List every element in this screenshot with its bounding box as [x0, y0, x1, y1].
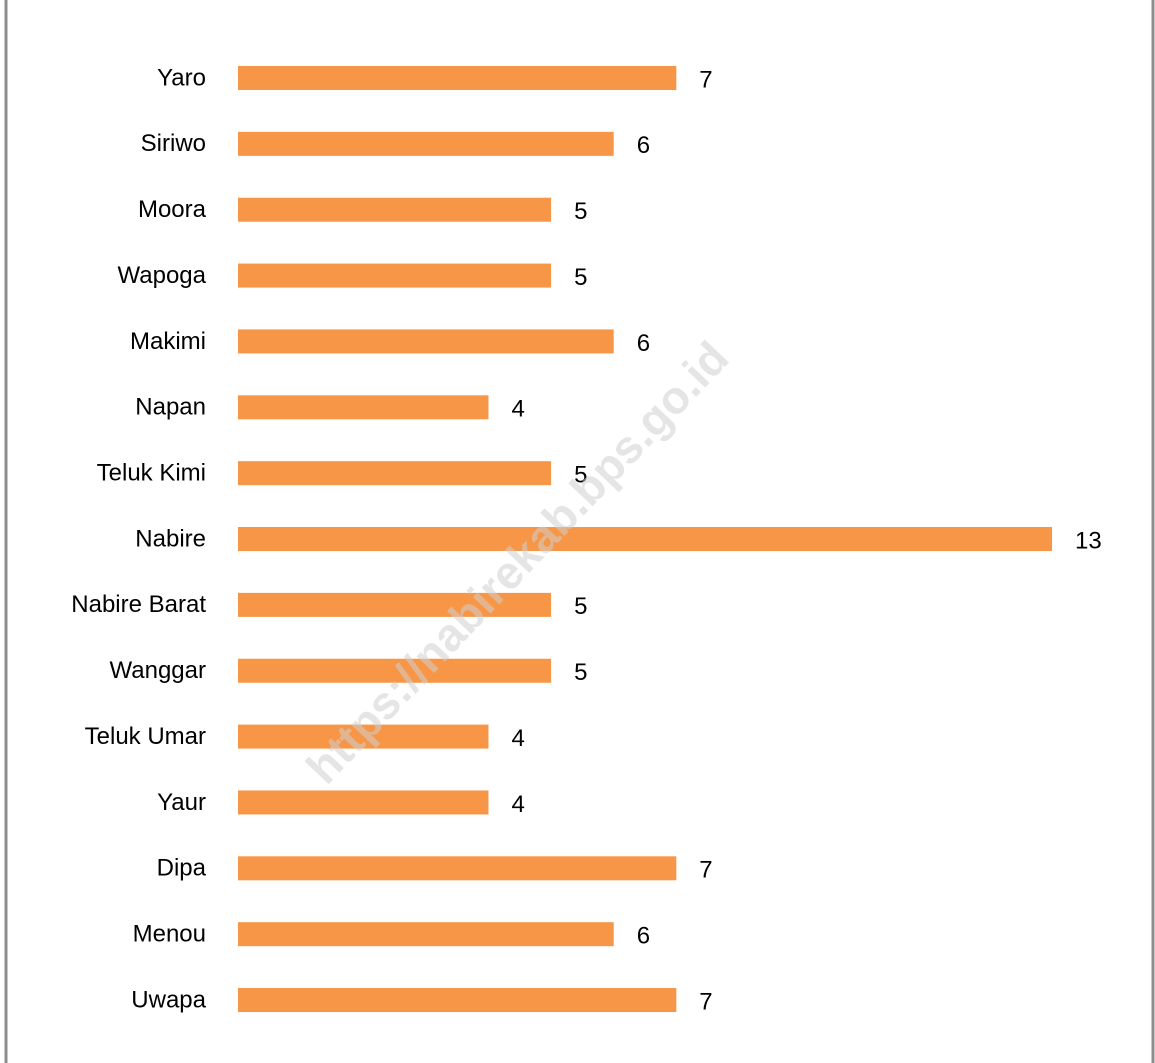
data-label: 7 [699, 66, 712, 93]
y-tick-label: Uwapa [131, 986, 206, 1013]
chart-frame [4, 0, 1155, 1063]
y-tick-label: Wapoga [118, 262, 207, 289]
y-tick-label: Nabire [135, 525, 206, 552]
bar [238, 66, 677, 90]
data-label: 7 [699, 988, 712, 1015]
y-tick-label: Teluk Kimi [97, 460, 206, 487]
bar [238, 197, 552, 222]
y-tick-label: Menou [133, 921, 206, 948]
bar [238, 395, 489, 420]
data-label: 4 [511, 725, 524, 752]
bar [238, 790, 489, 815]
y-tick-label: Nabire Barat [71, 591, 206, 618]
data-label: 13 [1075, 527, 1102, 554]
y-tick-label: Napan [135, 394, 206, 421]
bar [238, 658, 552, 683]
y-tick-label: Teluk Umar [85, 723, 206, 750]
data-label: 5 [574, 264, 587, 291]
bar [238, 131, 614, 156]
y-tick-label: Dipa [157, 855, 207, 882]
y-tick-label: Siriwo [141, 130, 206, 157]
data-label: 4 [511, 791, 524, 818]
bar [238, 922, 614, 947]
y-tick-label: Yaro [157, 64, 206, 91]
y-tick-label: Wanggar [110, 657, 207, 684]
bar [238, 527, 1052, 552]
data-label: 7 [699, 857, 712, 884]
data-label: 5 [574, 593, 587, 620]
bar [238, 856, 677, 881]
bar [238, 329, 614, 354]
data-label: 4 [511, 396, 524, 423]
bar [238, 724, 489, 749]
y-tick-label: Moora [138, 196, 207, 223]
data-label: 6 [637, 330, 650, 357]
bar [238, 263, 552, 288]
data-label: 5 [574, 462, 587, 489]
y-tick-label: Yaur [157, 789, 206, 816]
bar [238, 592, 552, 617]
data-label: 6 [637, 132, 650, 159]
data-label: 5 [574, 659, 587, 686]
bar [238, 461, 552, 486]
y-tick-label: Makimi [130, 328, 206, 355]
data-label: 6 [637, 923, 650, 950]
data-label: 5 [574, 198, 587, 225]
bar [238, 988, 677, 1013]
